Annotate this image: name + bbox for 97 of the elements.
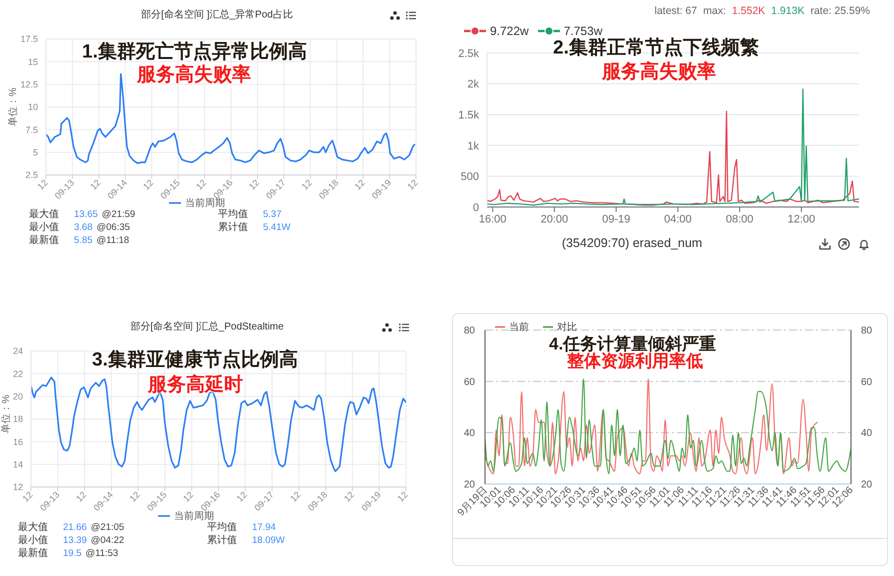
y-tick-label: 5 xyxy=(32,148,38,158)
text: (354209:70) erased_num xyxy=(562,236,702,250)
text: 5.85 xyxy=(74,235,92,247)
y-tick-label: 80 xyxy=(464,326,476,337)
x-tick-label: 12 xyxy=(246,178,262,192)
x-tick-label: 12 xyxy=(405,178,420,192)
text: 1.913K xyxy=(771,4,804,18)
text: 最新值 xyxy=(29,235,60,247)
x-tick-label: 12 xyxy=(234,490,249,504)
y2-tick-label: 40 xyxy=(861,428,873,440)
y-tick-label: 1k xyxy=(467,140,480,152)
x-tick-label: 12 xyxy=(194,178,208,192)
x-tick-label: 12 xyxy=(88,178,102,192)
text: 最小值 xyxy=(29,222,60,234)
text: @04:22 xyxy=(90,535,124,547)
chart-title: 部分[命名空间 ]汇总_PodStealtime xyxy=(130,322,284,332)
text: 最大值 xyxy=(29,209,60,221)
x-tick-label: 12 xyxy=(74,490,88,504)
x-tick-label: 20:00 xyxy=(540,213,568,226)
text: @21:05 xyxy=(90,522,124,534)
text: max: xyxy=(703,4,726,18)
text: 最新值 xyxy=(18,548,49,560)
text: 5.41W xyxy=(263,222,290,234)
text: 3.68 xyxy=(74,222,92,234)
y-tick-label: 17.5 xyxy=(20,34,38,44)
chart-title: 部分[命名空间 ]汇总_异常Pod占比 xyxy=(141,10,293,20)
annotation: 服务高失败率 xyxy=(137,64,251,86)
text: latest: 67 xyxy=(654,4,698,18)
text: 17.94 xyxy=(252,522,276,534)
x-tick-label: 08:00 xyxy=(726,213,754,226)
text: 平均值 xyxy=(218,209,249,221)
text: 累计值 xyxy=(207,535,238,547)
y-tick-label: 20 xyxy=(464,480,476,491)
y2-tick-label: 20 xyxy=(861,480,873,491)
y-axis-title: 单位：% xyxy=(1,394,12,434)
y-tick-label: 60 xyxy=(464,376,476,388)
text: rate: 25.59% xyxy=(810,4,870,18)
y-tick-label: 40 xyxy=(464,428,476,440)
text: 18.09W xyxy=(252,535,285,547)
annotation: 4.任务计算量倾斜严重 xyxy=(549,334,716,354)
legend-label: 当前周期 xyxy=(185,198,225,209)
annotation: 3.集群亚健康节点比例高 xyxy=(92,350,298,370)
x-tick-label: 12 xyxy=(288,490,302,504)
text: 最大值 xyxy=(18,522,49,534)
text: 1.552K xyxy=(732,4,766,18)
x-tick-label: 12 xyxy=(300,178,314,192)
annotation: 1.集群死亡节点异常比例高 xyxy=(82,42,307,62)
x-tick-label: 12 xyxy=(342,490,356,504)
text: @06:35 xyxy=(96,222,130,234)
text: 平均值 xyxy=(207,522,238,534)
text: 最小值 xyxy=(18,535,49,547)
y-tick-label: 22 xyxy=(12,368,23,379)
annotation: 服务高延时 xyxy=(148,374,243,396)
x-tick-label: 09-19 xyxy=(602,213,630,226)
y-tick-label: 15 xyxy=(28,56,38,67)
x-tick-label: 12 xyxy=(395,490,410,504)
y-tick-label: 18 xyxy=(12,414,23,424)
legend-label: 当前周期 xyxy=(174,510,214,522)
text: @11:53 xyxy=(86,548,118,560)
text: @21:59 xyxy=(102,209,136,221)
y2-tick-label: 80 xyxy=(861,326,873,337)
y-tick-label: 24 xyxy=(12,346,23,356)
text: 19.5 xyxy=(63,548,82,560)
x-tick-label: 12 xyxy=(128,490,142,504)
text: 累计值 xyxy=(218,222,249,234)
y-tick-label: 2.5k xyxy=(458,48,480,60)
x-tick-label: 04:00 xyxy=(664,213,692,226)
text: 13.65 xyxy=(74,209,98,221)
annotation: 2.集群正常节点下线频繁 xyxy=(553,38,759,58)
x-tick-label: 12 xyxy=(141,178,156,192)
text: 21.66 xyxy=(63,522,87,534)
legend-label: 对比 xyxy=(557,320,577,334)
y-tick-label: 20 xyxy=(12,392,23,402)
y-tick-label: 7.5 xyxy=(25,124,38,135)
annotation: 整体资源利用率低 xyxy=(567,352,703,370)
x-tick-label: 12 xyxy=(352,178,367,192)
y-tick-label: 10 xyxy=(28,102,38,112)
y-tick-label: 14 xyxy=(12,460,23,470)
text: 13.39 xyxy=(63,535,87,547)
y-tick-label: 0 xyxy=(472,202,479,214)
x-tick-label: 12 xyxy=(181,490,196,504)
y-tick-label: 1.5k xyxy=(458,110,480,122)
y-tick-label: 12.5 xyxy=(20,80,38,90)
x-tick-label: 16:00 xyxy=(478,213,506,226)
legend-label: 9.722w xyxy=(490,24,529,38)
annotation: 服务高失败率 xyxy=(602,62,716,82)
x-tick-label: 12:00 xyxy=(788,213,816,226)
y-tick-label: 2k xyxy=(467,78,480,91)
text: @11:18 xyxy=(96,235,130,247)
legend-label: 当前 xyxy=(509,320,529,334)
y-tick-label: 16 xyxy=(12,436,23,447)
y-tick-label: 2.5 xyxy=(25,170,38,180)
y-tick-label: 500 xyxy=(460,171,479,184)
legend-label: 7.753w xyxy=(564,24,602,38)
y-axis-title: 单位：% xyxy=(8,88,19,126)
text: 5.37 xyxy=(263,209,282,221)
y2-tick-label: 60 xyxy=(861,376,873,388)
